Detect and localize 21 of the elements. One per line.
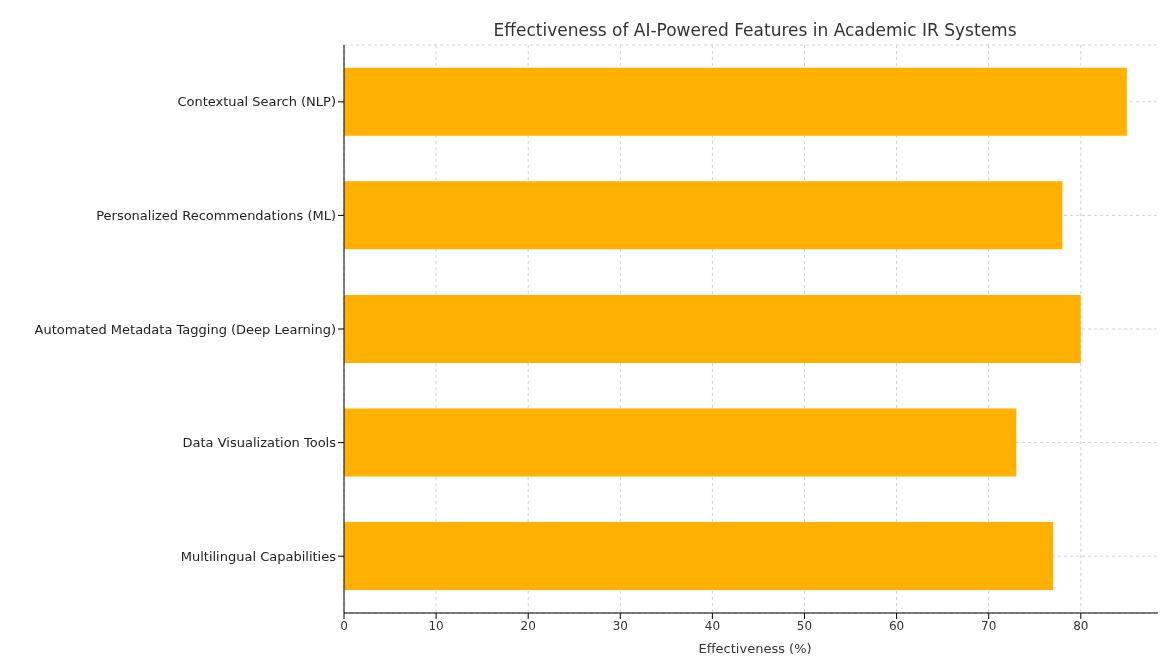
y-tick-label: Data Visualization Tools bbox=[182, 435, 337, 451]
x-tick-label: 50 bbox=[796, 618, 813, 633]
x-tick-label: 30 bbox=[612, 618, 628, 633]
x-tick-label: 70 bbox=[981, 618, 997, 633]
bar bbox=[344, 67, 1127, 136]
bar bbox=[344, 294, 1081, 363]
x-tick-label: 0 bbox=[340, 618, 348, 633]
y-tick-label: Multilingual Capabilities bbox=[180, 548, 337, 564]
y-tick-label: Automated Metadata Tagging (Deep Learning) bbox=[34, 321, 336, 337]
bar bbox=[344, 522, 1054, 591]
x-tick-label: 80 bbox=[1073, 618, 1089, 633]
x-tick-label: 20 bbox=[520, 618, 536, 633]
chart-title: Effectiveness of AI-Powered Features in Academic IR Systems bbox=[492, 20, 1018, 40]
y-tick-label: Personalized Recommendations (ML) bbox=[96, 208, 336, 224]
x-tick-label: 60 bbox=[888, 618, 905, 633]
x-tick-label: 40 bbox=[704, 618, 721, 633]
bar bbox=[344, 408, 1017, 477]
bar bbox=[344, 181, 1063, 250]
x-tick-label: 10 bbox=[428, 618, 444, 633]
y-tick-label: Contextual Search (NLP) bbox=[177, 94, 336, 110]
x-axis-title: Effectiveness (%) bbox=[698, 641, 812, 656]
